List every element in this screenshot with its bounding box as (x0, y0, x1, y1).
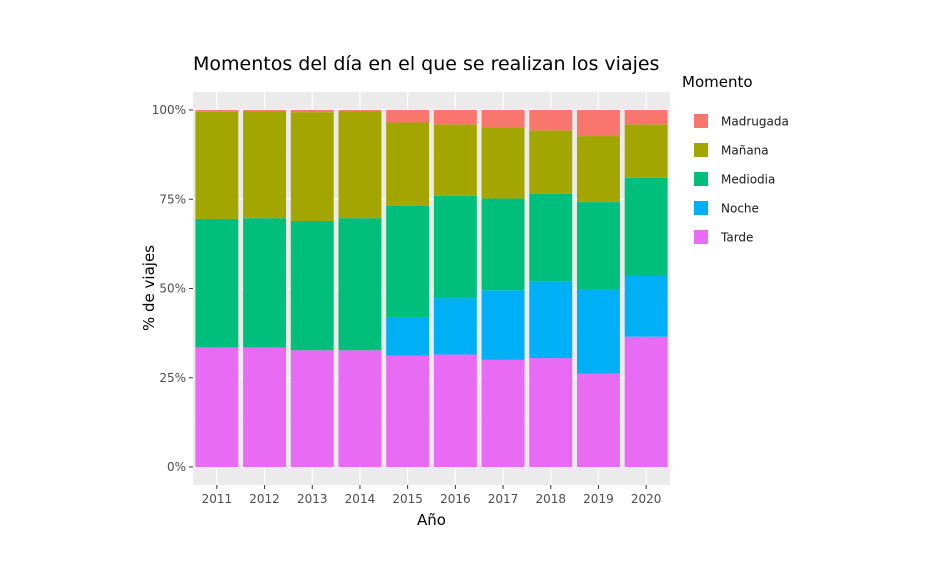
bar-segment (243, 218, 287, 348)
x-tick-label: 2013 (297, 492, 328, 506)
x-tick-label: 2020 (631, 492, 662, 506)
x-tick-label: 2015 (392, 492, 423, 506)
y-axis: 0% 25% 50% 75% 100% (152, 103, 193, 474)
legend: Momento Madrugada Mañana Mediodia Noche Tard… (682, 73, 789, 245)
bar-segment (529, 358, 573, 467)
bar-segment (576, 289, 620, 374)
bar-segment (243, 110, 287, 112)
x-axis: 2011 2012 2013 2014 2015 2016 2017 2018 2019 2020 (202, 485, 662, 506)
bar-segment (529, 193, 573, 282)
bar-segment (481, 110, 525, 128)
bar-segment (386, 122, 430, 206)
bar-segment (290, 112, 334, 222)
bar-segment (243, 347, 287, 467)
bar-segment (243, 111, 287, 219)
bar-segment (481, 127, 525, 199)
bar-segment (338, 350, 382, 467)
legend-label: Mañana (721, 144, 769, 158)
bar-segment (195, 110, 239, 112)
bar-segment (481, 359, 525, 467)
bar-segment (481, 290, 525, 360)
x-tick-label: 2011 (202, 492, 233, 506)
legend-label: Noche (721, 202, 759, 216)
legend-swatch (694, 114, 708, 128)
chart-title: Momentos del día en el que se realizan l… (193, 53, 659, 75)
bar-segment (290, 110, 334, 113)
y-tick-label: 75% (159, 192, 186, 206)
x-tick-label: 2019 (583, 492, 614, 506)
bar-segment (433, 124, 477, 196)
bar-segment (576, 373, 620, 467)
bar-segment (529, 110, 573, 131)
bar-segment (338, 218, 382, 351)
bar-segment (386, 110, 430, 123)
x-tick-label: 2017 (488, 492, 519, 506)
bar-segment (433, 195, 477, 299)
legend-label: Tarde (720, 231, 753, 245)
y-axis-title: % de viajes (140, 245, 158, 331)
bar-segment (624, 110, 668, 125)
x-tick-label: 2018 (535, 492, 566, 506)
legend-title: Momento (682, 73, 753, 91)
bar-segment (624, 336, 668, 467)
bar-segment (624, 124, 668, 178)
bar-segment (338, 110, 382, 112)
bar-segment (576, 202, 620, 290)
bar-segment (195, 111, 239, 219)
legend-label: Mediodia (721, 173, 775, 187)
legend-swatch (694, 172, 708, 186)
bar-segment (529, 281, 573, 359)
y-tick-label: 50% (159, 282, 186, 296)
bar-segment (195, 347, 239, 467)
x-tick-label: 2016 (440, 492, 471, 506)
bar-segment (481, 198, 525, 291)
bar-segment (576, 136, 620, 203)
legend-swatch (694, 143, 708, 157)
bar-segment (529, 130, 573, 194)
bar-segment (290, 221, 334, 351)
bar-segment (386, 205, 430, 318)
bar-segment (290, 350, 334, 467)
bar-segment (624, 276, 668, 337)
y-tick-label: 100% (152, 103, 186, 117)
bar-segment (624, 177, 668, 277)
bar-segment (433, 298, 477, 355)
x-axis-title: Año (417, 511, 446, 529)
y-tick-label: 25% (159, 371, 186, 385)
legend-swatch (694, 201, 708, 215)
bar-segment (195, 218, 239, 348)
legend-swatch (694, 230, 708, 244)
bar-segment (433, 110, 477, 125)
x-tick-label: 2014 (345, 492, 376, 506)
bar-segment (576, 110, 620, 137)
bar-segment (386, 317, 430, 356)
x-tick-label: 2012 (249, 492, 280, 506)
bar-segment (433, 354, 477, 467)
bars (195, 110, 668, 467)
legend-label: Madrugada (721, 115, 789, 129)
y-tick-label: 0% (167, 460, 186, 474)
bar-segment (386, 355, 430, 467)
bar-segment (338, 111, 382, 219)
